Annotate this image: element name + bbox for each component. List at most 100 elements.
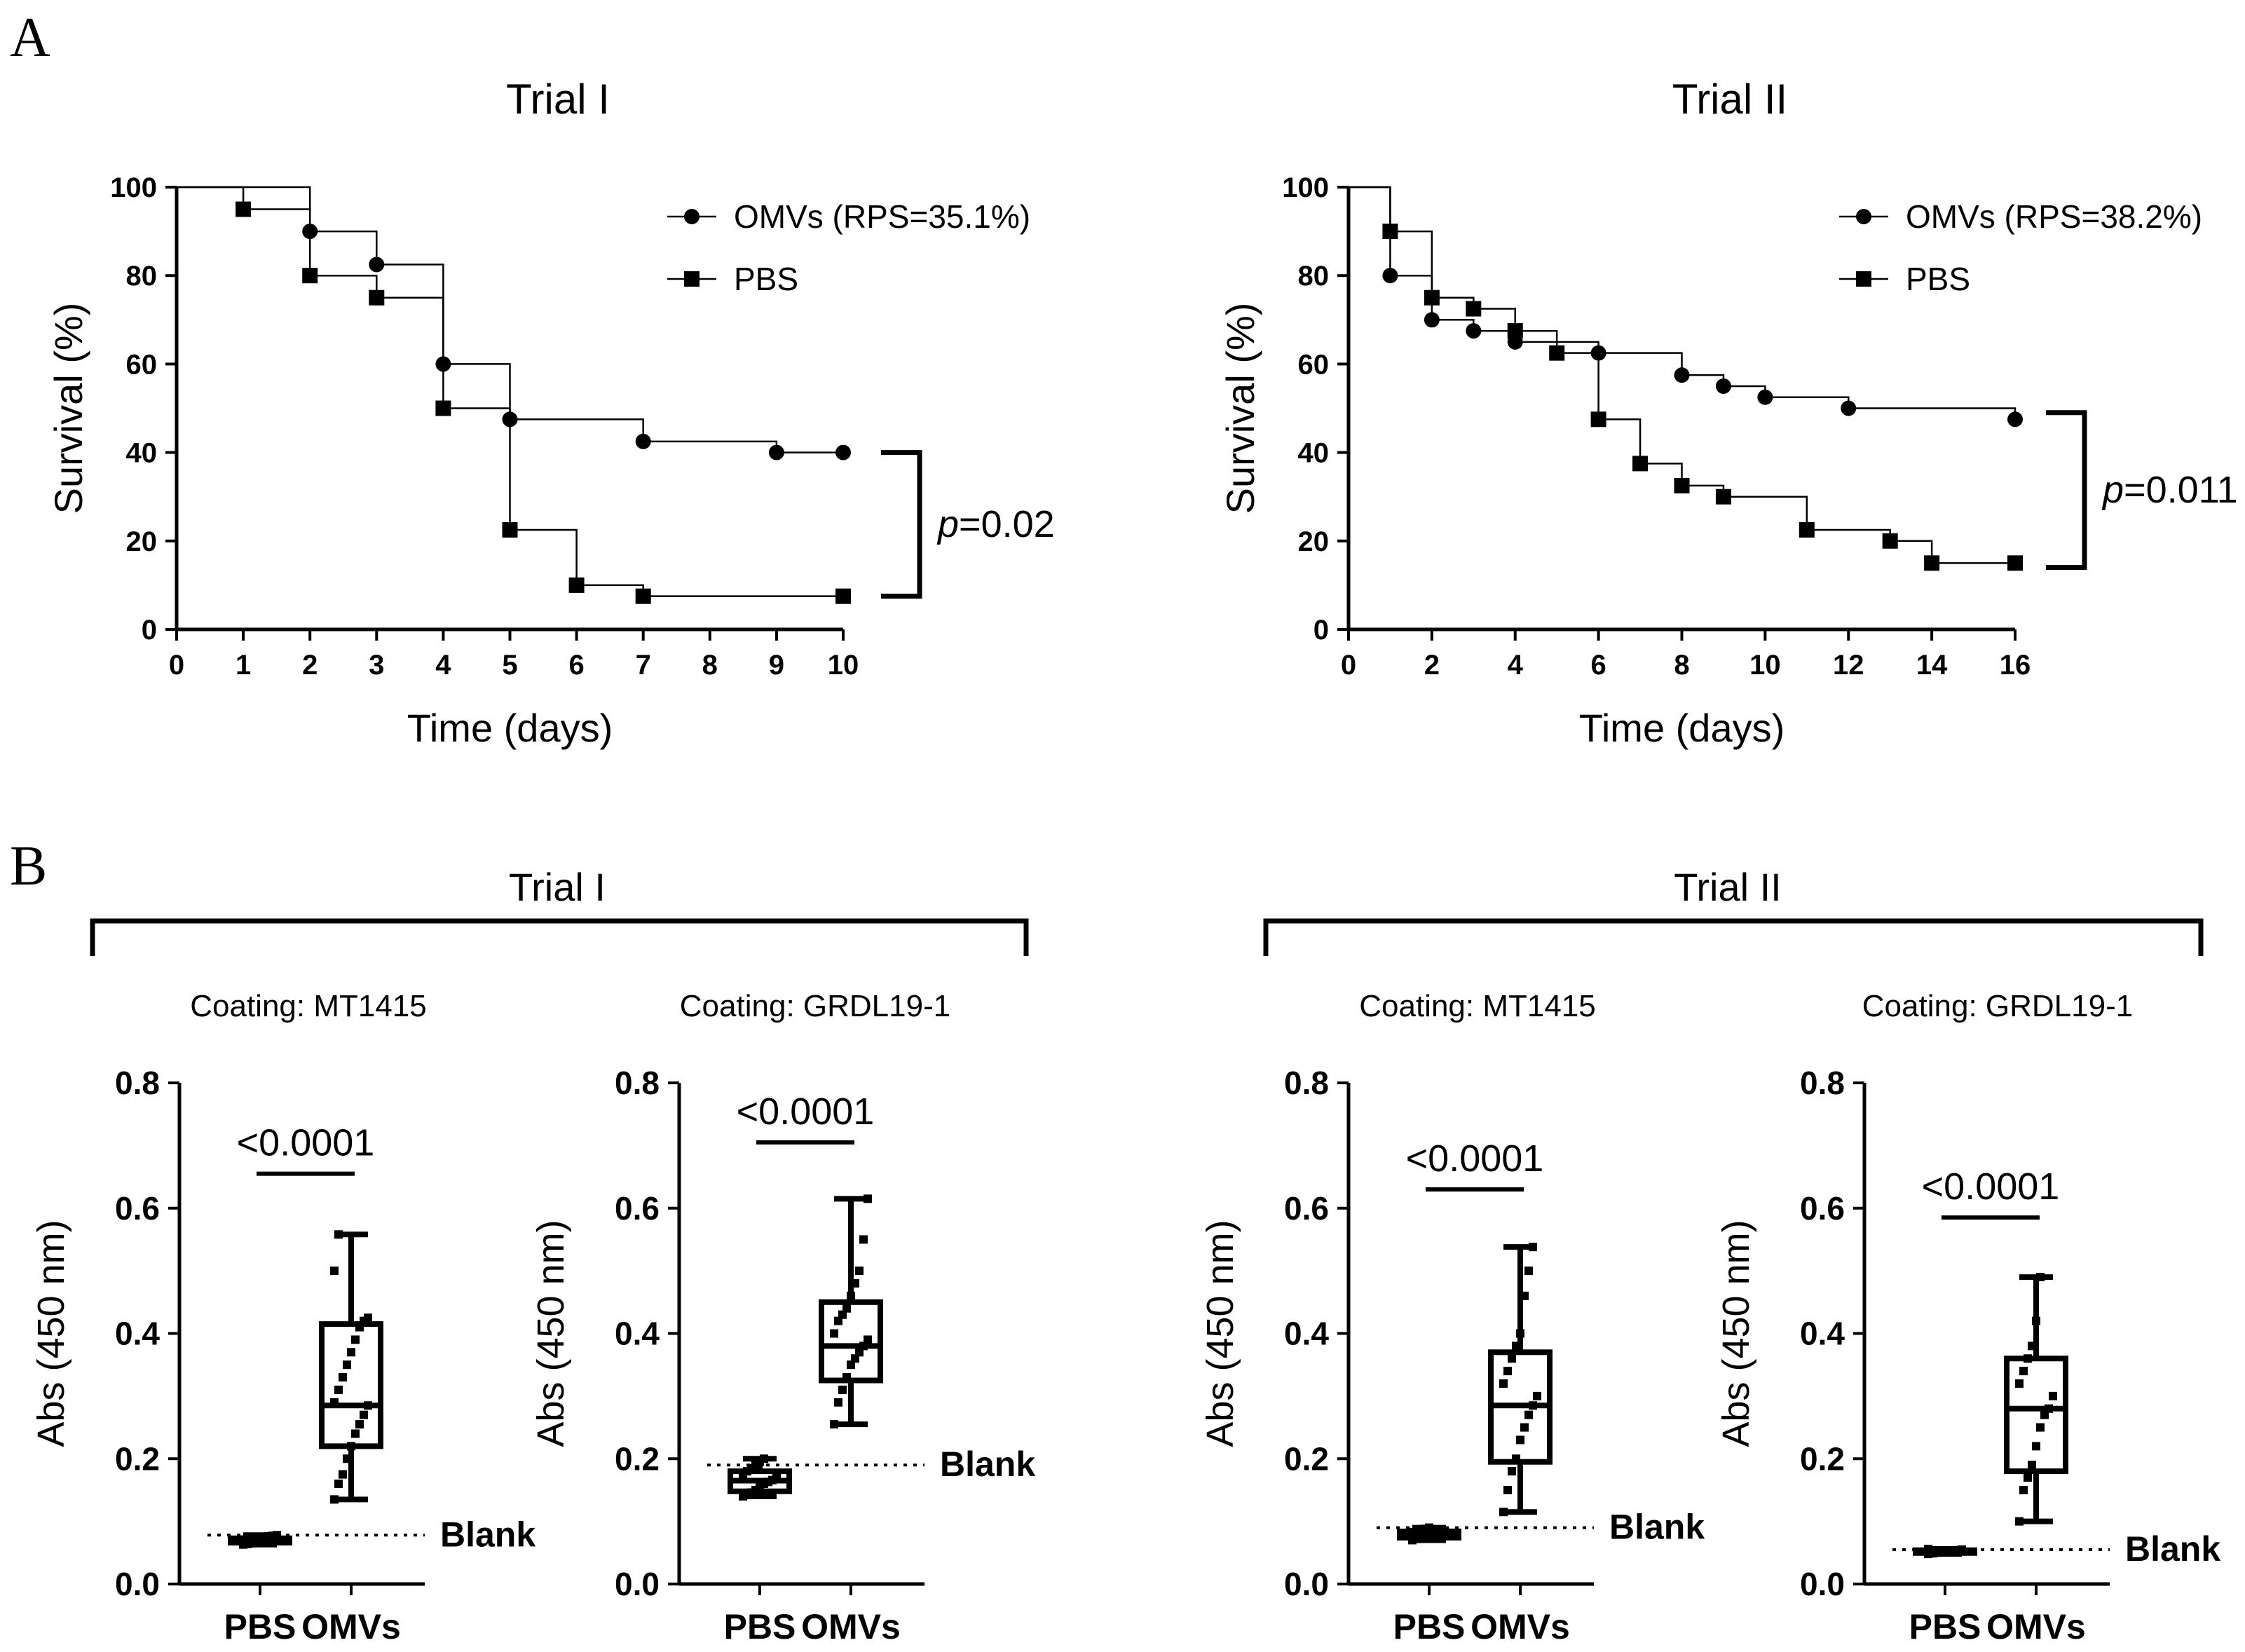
data-point-square xyxy=(330,1495,339,1504)
x-tick-label: 9 xyxy=(769,650,784,681)
panel-a-label: A xyxy=(10,7,50,69)
data-point-square xyxy=(1382,224,1398,240)
data-point-square xyxy=(1503,1367,1512,1376)
data-point-circle xyxy=(1841,400,1857,416)
x-tick-label: 12 xyxy=(1833,650,1864,681)
x-tick-label: 6 xyxy=(1591,650,1606,681)
y-axis-label: Survival (%) xyxy=(1218,303,1262,514)
p-value-symbol: p xyxy=(2101,469,2124,511)
data-point-square xyxy=(236,201,252,217)
p-value-label: p=0.02 xyxy=(936,503,1055,545)
box-plot-title: Coating: GRDL19-1 xyxy=(680,989,950,1023)
data-point-square xyxy=(2019,1485,2028,1494)
data-point-square xyxy=(1499,1379,1508,1388)
data-point-square xyxy=(2036,1273,2045,1282)
x-tick-label: 4 xyxy=(1508,650,1524,681)
data-point-square xyxy=(1924,555,1940,571)
data-point-square xyxy=(334,1480,343,1488)
data-point-circle xyxy=(1382,268,1398,284)
p-value-symbol: p xyxy=(936,503,959,545)
data-point-square xyxy=(859,1235,868,1244)
data-point-square xyxy=(1503,1485,1512,1494)
box-plot-title: Coating: MT1415 xyxy=(190,989,427,1023)
panel-b-label: B xyxy=(10,835,47,897)
x-tick-label: 6 xyxy=(568,650,584,681)
data-point-square xyxy=(1466,301,1482,317)
x-tick-label: 4 xyxy=(435,650,451,681)
blank-label: Blank xyxy=(940,1445,1035,1484)
data-point-square xyxy=(2007,555,2023,571)
legend-label: OMVs (RPS=35.1%) xyxy=(734,198,1030,235)
data-point-square xyxy=(864,1335,872,1344)
data-point-square xyxy=(1512,1342,1520,1351)
y-tick-label: 40 xyxy=(1298,438,1330,469)
x-tick-label: 10 xyxy=(1749,650,1781,681)
legend-label: PBS xyxy=(734,261,798,297)
p-value-number: =0.011 xyxy=(2124,469,2238,511)
x-tick-label: 2 xyxy=(302,650,318,681)
data-point-square xyxy=(334,1230,343,1239)
data-point-square xyxy=(1524,1267,1533,1276)
data-point-square xyxy=(339,1373,347,1382)
survival-plot-1: Trial I 0 20 40 60 80 100 0 1 2 3 4 5 6 7 8 9 10 Time (day… xyxy=(46,76,1055,750)
data-point-square xyxy=(1508,1354,1516,1363)
data-point-square xyxy=(1508,1467,1516,1476)
data-point-square xyxy=(273,1531,281,1540)
box-plot-1: Coating: MT1415 0.0 0.2 0.4 0.6 0.8 Abs (450 n… xyxy=(30,989,535,1646)
y-tick-label: 100 xyxy=(110,172,157,203)
data-point-square xyxy=(1529,1401,1537,1410)
data-point-circle xyxy=(835,444,851,460)
x-tick-label: 10 xyxy=(828,650,859,681)
y-tick-label: 100 xyxy=(1282,172,1329,203)
data-point-square xyxy=(330,1398,339,1407)
data-point-square xyxy=(302,268,318,284)
data-point-square xyxy=(364,1313,372,1323)
data-point-circle xyxy=(1466,323,1482,339)
significance-label: <0.0001 xyxy=(737,1091,875,1133)
y-axis-label: Abs (450 nm) xyxy=(30,1220,72,1447)
box-pbs xyxy=(228,1531,292,1549)
data-point-square xyxy=(2019,1367,2028,1376)
y-tick-label: 0 xyxy=(1313,615,1329,646)
group-title-trial-2: Trial II xyxy=(1674,865,1781,909)
data-point-square xyxy=(2032,1316,2040,1325)
data-point-square xyxy=(568,577,585,593)
data-point-square xyxy=(1425,1523,1433,1532)
data-point-square xyxy=(2045,1404,2053,1413)
group-bracket-trial-2: Trial II xyxy=(1263,865,2204,956)
data-point-circle xyxy=(768,444,784,460)
data-point-square xyxy=(842,1304,851,1313)
y-axis-label: Abs (450 nm) xyxy=(1199,1220,1241,1447)
box-omvs xyxy=(1488,1243,1553,1517)
data-point-square xyxy=(351,1429,360,1438)
data-point-square xyxy=(369,289,385,306)
data-point-square xyxy=(343,1454,351,1463)
data-point-square xyxy=(1524,1410,1533,1419)
survival-curve-pbs xyxy=(177,186,843,597)
data-point-circle xyxy=(1674,367,1690,383)
y-tick-label: 0.8 xyxy=(1284,1065,1329,1101)
x-axis-label: Time (days) xyxy=(1579,706,1785,750)
group-bracket-trial-1: Trial I xyxy=(90,865,1029,956)
y-tick-label: 0.6 xyxy=(115,1190,160,1227)
data-point-square xyxy=(2028,1461,2036,1470)
blank-label: Blank xyxy=(1609,1508,1705,1547)
data-point-square xyxy=(1533,1391,1541,1400)
y-tick-label: 0.8 xyxy=(1800,1065,1845,1101)
box-plot-3: Coating: MT1415 0.0 0.2 0.4 0.6 0.8 Abs (450 n… xyxy=(1199,989,1705,1646)
x-tick-label: 14 xyxy=(1916,650,1948,681)
data-point-square xyxy=(1632,456,1649,472)
data-point-circle xyxy=(635,433,651,449)
data-point-square xyxy=(635,588,651,604)
blank-label: Blank xyxy=(2125,1529,2220,1569)
data-point-square xyxy=(1549,345,1565,361)
y-tick-label: 0.4 xyxy=(115,1316,160,1352)
data-point-square xyxy=(1507,323,1523,339)
y-tick-label: 0.2 xyxy=(1284,1440,1329,1477)
data-point-square xyxy=(855,1267,864,1276)
x-tick-label-pbs: PBS xyxy=(1909,1607,1981,1646)
data-point-square xyxy=(2032,1442,2040,1451)
x-tick-label-pbs: PBS xyxy=(724,1607,796,1646)
x-tick-label: 8 xyxy=(702,650,718,681)
